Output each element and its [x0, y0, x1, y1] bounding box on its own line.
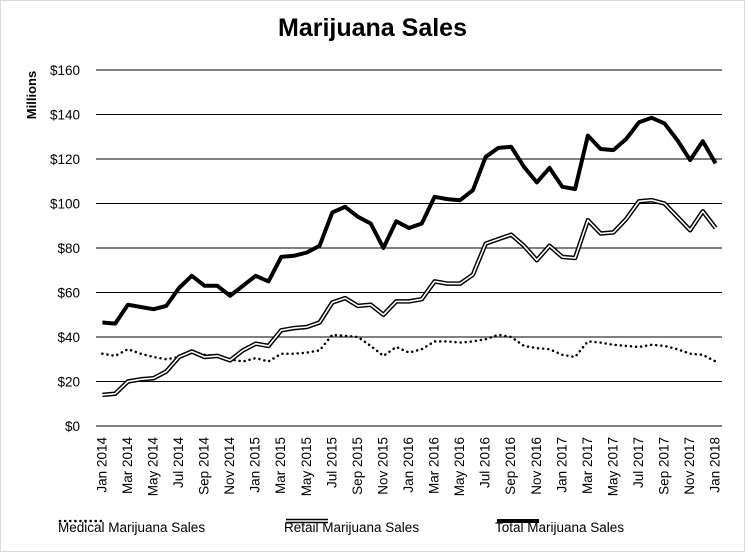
- series-path: [101, 333, 717, 363]
- x-tick-label: Jan 2015: [248, 437, 263, 493]
- series-path: [102, 115, 718, 326]
- x-tick-label: May 2015: [299, 437, 314, 496]
- x-tick-label: May 2017: [605, 437, 620, 496]
- x-tick-label: Nov 2016: [529, 437, 544, 495]
- x-tick-label: Jul 2014: [171, 437, 186, 489]
- x-tick-label: Sep 2016: [503, 437, 518, 495]
- x-tick-label: Nov 2014: [222, 437, 237, 495]
- x-tick-label: Jan 2018: [708, 437, 723, 493]
- y-tick-label: $100: [50, 197, 80, 212]
- y-tick-label: $140: [50, 108, 80, 123]
- y-tick-label: $120: [50, 152, 80, 167]
- x-tick-label: Jul 2017: [631, 437, 646, 488]
- x-tick-label: Sep 2015: [350, 437, 365, 495]
- x-tick-label: Nov 2015: [375, 437, 390, 495]
- y-tick-labels: $0 $20 $40 $60 $80 $100 $120 $140 $160: [50, 63, 80, 434]
- gridlines: [96, 69, 722, 427]
- series-lines: [101, 115, 718, 398]
- chart-title: Marijuana Sales: [278, 14, 467, 42]
- y-tick-label: $20: [57, 375, 80, 390]
- legend: Medical Marijuana Sales Retail Marijuana…: [0, 516, 745, 538]
- x-tick-label: Sep 2017: [657, 437, 672, 495]
- x-tick-label: Mar 2016: [427, 437, 442, 494]
- legend-label-total: Total Marijuana Sales: [495, 519, 625, 535]
- y-tick-label: $0: [65, 419, 80, 434]
- y-axis-label: Millions: [24, 71, 39, 119]
- legend-swatch-total: [497, 519, 539, 523]
- legend-item-retail: Retail Marijuana Sales: [284, 516, 419, 538]
- series-path-inner: [102, 199, 717, 396]
- legend-item-medical: Medical Marijuana Sales: [58, 516, 205, 538]
- legend-label-medical: Medical Marijuana Sales: [58, 519, 206, 535]
- legend-swatch-retail: [286, 518, 328, 524]
- x-tick-label: Jan 2017: [554, 437, 569, 493]
- x-tick-label: May 2016: [452, 437, 467, 496]
- y-tick-label: $60: [57, 286, 80, 301]
- x-tick-label: Mar 2017: [580, 437, 595, 494]
- x-tick-label: Mar 2015: [273, 437, 288, 494]
- x-tick-labels: Jan 2014 Mar 2014 May 2014 Jul 2014 Sep 2014…: [94, 437, 722, 497]
- x-tick-label: Jul 2015: [324, 437, 339, 488]
- x-tick-label: Sep 2014: [197, 437, 212, 495]
- legend-item-total: Total Marijuana Sales: [495, 516, 624, 538]
- series-line-thick: [102, 115, 718, 326]
- x-tick-label: Jan 2014: [94, 437, 109, 493]
- y-tick-label: $80: [57, 241, 80, 256]
- series-line-double: [102, 197, 718, 398]
- x-tick-label: Mar 2014: [120, 437, 135, 495]
- legend-swatch-medical: [58, 519, 104, 523]
- x-tick-label: May 2014: [145, 437, 160, 497]
- series-line-dotted: [101, 333, 717, 363]
- x-tick-label: Jul 2016: [478, 437, 493, 488]
- y-tick-label: $160: [50, 63, 80, 78]
- x-tick-label: Jan 2016: [401, 437, 416, 493]
- x-tick-label: Nov 2017: [682, 437, 697, 495]
- y-tick-label: $40: [57, 330, 80, 345]
